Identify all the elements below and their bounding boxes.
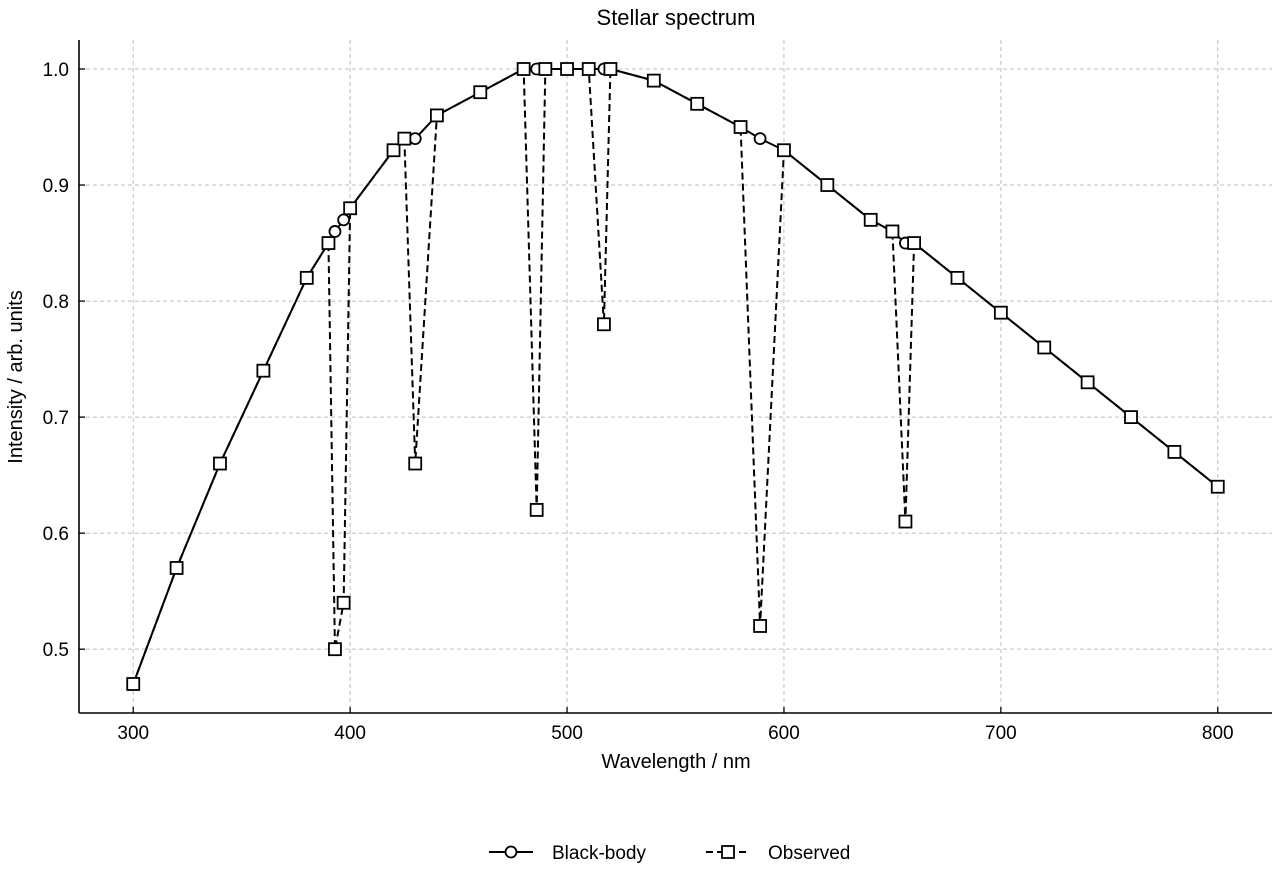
data-point-observed — [321, 236, 336, 250]
data-point-observed — [408, 456, 423, 471]
x-tick-label: 400 — [334, 723, 366, 744]
data-point-observed — [1167, 445, 1182, 459]
data-point-observed — [126, 677, 141, 691]
legend-marker-black-body — [504, 845, 518, 859]
x-tick-label: 600 — [768, 723, 800, 744]
x-tick-label: 300 — [117, 723, 149, 744]
y-tick-label: 0.6 — [43, 524, 69, 545]
data-point-observed — [1210, 479, 1225, 494]
data-point-observed — [343, 201, 358, 216]
x-tick-label: 500 — [551, 723, 583, 744]
chart-title: Stellar spectrum — [597, 5, 756, 30]
data-point-observed — [603, 62, 618, 76]
x-tick-label: 800 — [1202, 723, 1234, 744]
data-point-observed — [885, 224, 900, 239]
data-point-observed — [907, 236, 921, 250]
data-point-black-body — [753, 132, 767, 146]
data-point-observed — [169, 561, 184, 575]
y-tick-label: 1.0 — [43, 60, 69, 81]
data-point-observed — [213, 456, 227, 471]
data-point-observed — [538, 62, 553, 76]
y-tick-label: 0.5 — [43, 640, 69, 661]
data-point-observed — [581, 62, 596, 76]
data-point-observed — [473, 85, 488, 100]
data-point-observed — [529, 503, 544, 517]
data-point-observed — [1080, 375, 1095, 390]
data-point-black-body — [328, 225, 342, 238]
y-axis-label: Intensity / arb. units — [5, 290, 27, 463]
y-tick-label: 0.7 — [43, 408, 69, 429]
data-point-observed — [299, 270, 314, 285]
legend-label-black-body: Black-body — [552, 843, 646, 864]
data-point-observed — [993, 305, 1008, 320]
data-point-black-body — [337, 213, 351, 227]
series-lines — [132, 68, 1219, 685]
data-point-observed — [597, 317, 611, 332]
data-point-observed — [429, 108, 444, 123]
x-tick-label: 700 — [985, 723, 1017, 744]
data-point-black-body — [408, 132, 422, 146]
ticks: 300 400 500 600 700 800 0.5 0.6 0.7 0.8 0.9 1.0 — [43, 60, 1234, 744]
data-point-observed — [950, 270, 965, 285]
data-point-observed — [516, 62, 531, 76]
data-point-observed — [336, 595, 351, 610]
data-point-observed — [386, 143, 401, 158]
x-axis-label: Wavelength / nm — [601, 751, 750, 773]
data-point-observed — [777, 143, 791, 158]
y-tick-label: 0.9 — [43, 176, 69, 197]
data-point-observed — [1124, 410, 1138, 425]
data-point-observed — [1037, 340, 1052, 355]
data-point-observed — [256, 363, 271, 378]
data-point-observed — [328, 642, 342, 657]
data-point-observed — [898, 514, 913, 529]
legend-marker-observed — [721, 845, 735, 859]
data-point-observed — [690, 96, 705, 111]
data-point-observed — [733, 120, 748, 134]
data-point-observed — [863, 212, 878, 227]
series-markers — [126, 62, 1225, 691]
series-line-black-body — [132, 68, 1219, 685]
legend-label-observed: Observed — [768, 843, 850, 864]
series-line-observed — [132, 68, 1219, 685]
axes — [78, 40, 1272, 714]
data-point-observed — [753, 619, 767, 633]
data-point-observed — [820, 178, 835, 192]
data-point-observed — [646, 73, 661, 88]
data-point-observed — [560, 62, 574, 76]
legend: Black-body Observed — [489, 843, 850, 864]
y-tick-label: 0.8 — [43, 292, 69, 313]
data-point-observed — [397, 131, 412, 146]
grid — [79, 40, 1272, 713]
